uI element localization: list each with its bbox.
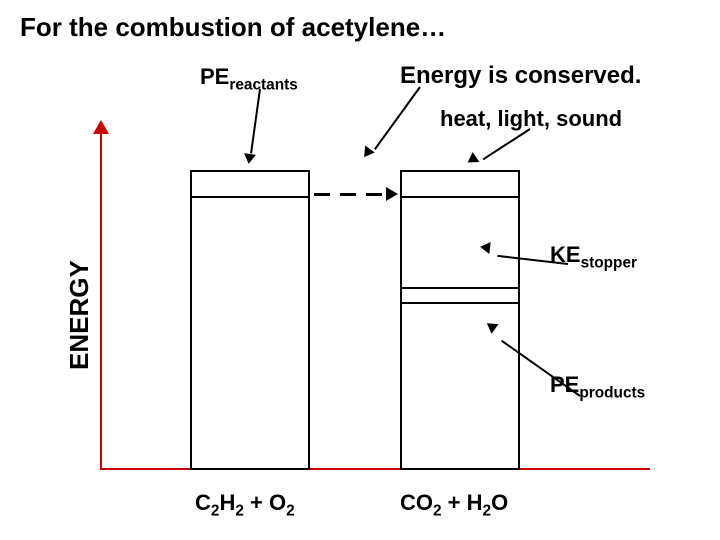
bar-products-divider xyxy=(402,196,518,198)
y-axis-arrowhead-icon xyxy=(93,120,109,134)
y-axis-label: ENERGY xyxy=(64,260,95,370)
bar-products-divider xyxy=(402,287,518,289)
x-axis xyxy=(100,468,650,470)
energy-chart xyxy=(100,130,640,470)
ke-stopper-pointer-head-icon xyxy=(479,241,490,254)
page-title: For the combustion of acetylene… xyxy=(20,12,446,43)
bar-products-divider xyxy=(402,302,518,304)
dash-segment xyxy=(340,193,356,196)
bar-reactants-divider xyxy=(192,196,308,198)
bar-reactants xyxy=(190,170,310,470)
pe-reactants-pointer-head-icon xyxy=(243,153,256,165)
pe-reactants-label: PEreactants xyxy=(200,64,298,94)
dashed-arrowhead-icon xyxy=(386,187,398,201)
dash-segment xyxy=(314,193,330,196)
bar-products xyxy=(400,170,520,470)
label-subscript: reactants xyxy=(229,76,297,93)
x-label-products: CO2 + H2O xyxy=(400,490,508,520)
label-main: PE xyxy=(200,64,229,89)
heat-light-sound-label: heat, light, sound xyxy=(440,106,622,132)
y-axis xyxy=(100,130,102,470)
dash-segment xyxy=(366,193,382,196)
x-label-reactants: C2H2 + O2 xyxy=(195,490,295,520)
energy-conserved-label: Energy is conserved. xyxy=(400,62,641,90)
